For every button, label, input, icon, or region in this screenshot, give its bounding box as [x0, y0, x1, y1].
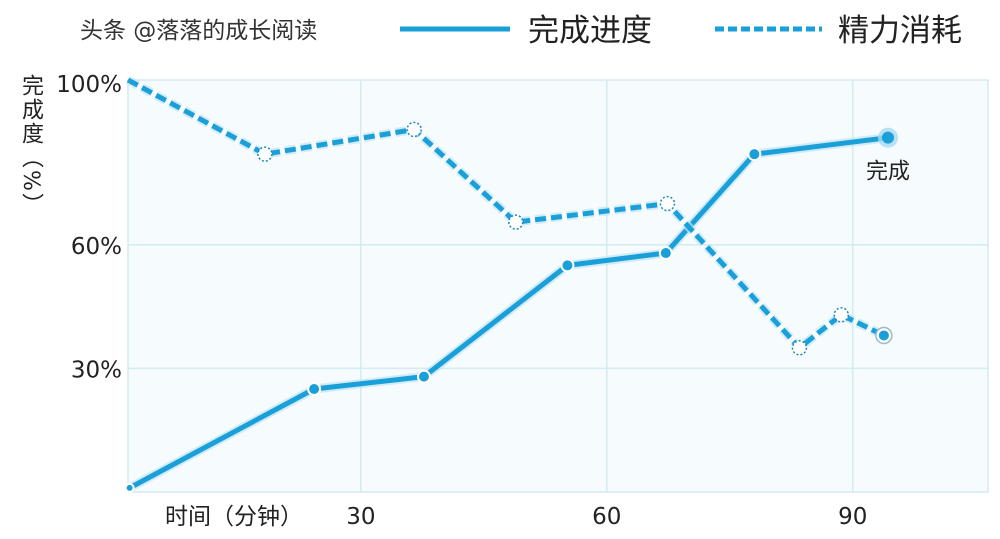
progress-point [124, 482, 135, 493]
progress-point [658, 246, 673, 261]
legend-label-energy: 精力消耗 [838, 13, 962, 49]
series-group [124, 76, 898, 493]
y-tick-label: 30% [71, 357, 122, 383]
energy-point [659, 195, 676, 212]
x-tick-label: 60 [592, 504, 621, 530]
legend: 完成进度 精力消耗 [400, 13, 962, 49]
energy-point [406, 121, 422, 138]
x-tick-label: 30 [346, 504, 375, 530]
energy-line [126, 77, 885, 351]
y-tick-label: 60% [71, 234, 122, 260]
y-axis-label: 完成度（%） [18, 74, 43, 217]
progress-point [307, 382, 322, 396]
progress-point [881, 131, 894, 144]
energy-point [791, 340, 808, 356]
tick-labels: 30 60 90 100% 60% 30% [56, 72, 867, 530]
x-tick-label: 90 [838, 504, 867, 530]
legend-label-progress: 完成进度 [528, 13, 652, 49]
annotation-complete: 完成 [866, 160, 910, 185]
energy-point [878, 330, 889, 341]
y-tick-label: 100% [56, 72, 122, 98]
progress-point [560, 258, 575, 273]
energy-point [257, 146, 273, 162]
energy-point [508, 214, 524, 230]
watermark: 头条 @落落的成长阅读 [80, 18, 317, 44]
progress-point [416, 369, 431, 384]
grid [128, 80, 988, 492]
energy-point [833, 307, 850, 323]
x-axis-label: 时间（分钟） [165, 504, 303, 530]
progress-point [747, 147, 762, 162]
